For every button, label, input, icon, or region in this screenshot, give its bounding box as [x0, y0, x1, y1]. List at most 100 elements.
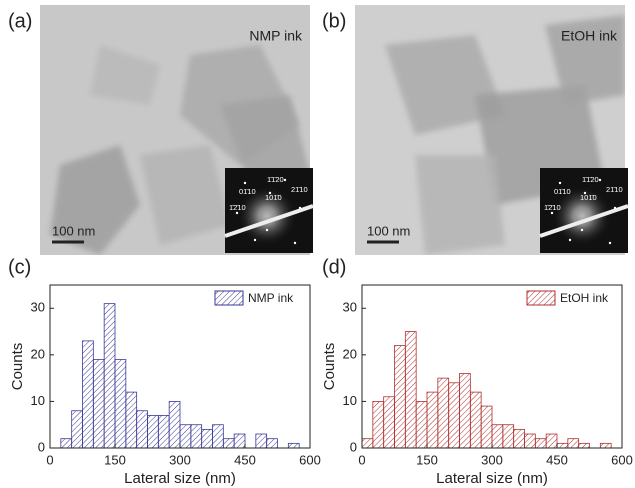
x-tick-label: 150 [104, 452, 126, 467]
diffraction-spot [608, 241, 612, 245]
flake [50, 145, 140, 255]
beam-stop [539, 204, 629, 238]
panel-label: (b) [322, 10, 346, 32]
histogram-bar [372, 401, 385, 449]
diffraction-label: 101̄0 [265, 193, 282, 202]
histogram-bar [491, 424, 504, 449]
histogram-bar [513, 428, 525, 449]
histogram-bar [534, 438, 547, 449]
y-tick-label: 30 [31, 300, 45, 315]
panel-label: (d) [322, 256, 346, 278]
scale-bar-label: 100 nm [52, 223, 95, 238]
histogram-bar [103, 303, 116, 449]
histogram-bar [459, 373, 471, 449]
histogram-bar [190, 424, 203, 449]
histogram-bar [448, 382, 460, 449]
diffraction-label: 1̄1̄20 [267, 175, 284, 184]
tem-image [40, 5, 310, 255]
y-tick-label: 10 [31, 393, 45, 408]
histogram-bar [287, 442, 300, 449]
diffraction-spot [283, 178, 287, 182]
x-axis-label: Lateral size (nm) [436, 470, 548, 487]
legend-label: NMP ink [248, 291, 294, 305]
diffraction-spot [598, 178, 602, 182]
y-tick-label: 20 [343, 346, 357, 361]
histogram-bar [383, 396, 395, 449]
diffraction-label: 1̄2̄10 [229, 203, 246, 212]
y-axis-label: Counts [321, 343, 338, 391]
histogram-bar [469, 391, 482, 449]
legend-swatch [214, 290, 244, 306]
histogram-bar [222, 438, 235, 449]
diffraction-spot [268, 191, 272, 195]
histogram-bar [255, 433, 268, 449]
histogram-bar [60, 438, 73, 449]
x-tick-label: 150 [416, 452, 438, 467]
histogram-bar [361, 438, 374, 449]
diffraction-label: 1̄1̄20 [582, 175, 599, 184]
histogram-bar [114, 359, 127, 449]
histogram-bar [599, 442, 612, 449]
histogram-bar [201, 428, 213, 449]
diffraction-spot [265, 228, 269, 232]
x-tick-label: 450 [234, 452, 256, 467]
diffraction-spot [583, 191, 587, 195]
diffraction-spot [558, 181, 562, 185]
y-tick-label: 0 [38, 439, 45, 454]
histogram-bar [168, 401, 181, 449]
diffraction-spot [550, 211, 554, 215]
histogram-bar [567, 438, 580, 449]
histogram-bar [92, 359, 105, 449]
flake [415, 155, 505, 255]
histogram-bar [545, 433, 558, 449]
tem-image [355, 5, 625, 255]
y-tick-label: 30 [343, 300, 357, 315]
x-tick-label: 0 [358, 452, 365, 467]
x-tick-label: 600 [611, 452, 633, 467]
histogram-bar [136, 410, 148, 449]
histogram-bar [415, 401, 428, 449]
diffraction-label: 21̄10 [606, 185, 623, 194]
beam-stop [224, 204, 314, 238]
diffraction-label: 01̄10 [554, 187, 571, 196]
y-tick-label: 0 [350, 439, 357, 454]
flake [545, 15, 625, 105]
flake [140, 145, 230, 245]
diffraction-label: 1̄2̄10 [544, 203, 561, 212]
legend-label: EtOH ink [560, 291, 609, 305]
diffraction-spot [243, 181, 247, 185]
histogram-bar [437, 377, 450, 449]
x-axis-label: Lateral size (nm) [124, 470, 236, 487]
diffraction-spot [235, 211, 239, 215]
flake [90, 45, 160, 105]
histogram-bar [426, 391, 439, 449]
y-tick-label: 20 [31, 346, 45, 361]
diffraction-glow [552, 186, 612, 246]
histogram-bar [179, 424, 192, 449]
histogram-bar [71, 410, 83, 449]
histogram-bar [502, 424, 515, 449]
histogram-bar [556, 442, 569, 449]
diffraction-spot [293, 241, 297, 245]
histogram-bar [394, 345, 406, 449]
x-tick-label: 0 [46, 452, 53, 467]
histogram-bar [266, 438, 278, 449]
histogram-bar [524, 433, 536, 449]
diffraction-spot [580, 228, 584, 232]
image-caption: NMP ink [249, 28, 303, 44]
x-tick-label: 450 [546, 452, 568, 467]
diffraction-spot [253, 238, 257, 242]
x-tick-label: 300 [169, 452, 191, 467]
diffraction-spot [298, 206, 302, 210]
flake [385, 35, 505, 135]
diffraction-label: 01̄10 [239, 187, 256, 196]
histogram-bar [404, 331, 417, 449]
histogram-bar [157, 414, 170, 449]
image-caption: EtOH ink [561, 28, 618, 44]
flake [220, 95, 310, 185]
histogram-bar [480, 405, 493, 449]
histogram-bar [212, 424, 224, 449]
histogram-bar [147, 414, 159, 449]
x-tick-label: 600 [299, 452, 321, 467]
